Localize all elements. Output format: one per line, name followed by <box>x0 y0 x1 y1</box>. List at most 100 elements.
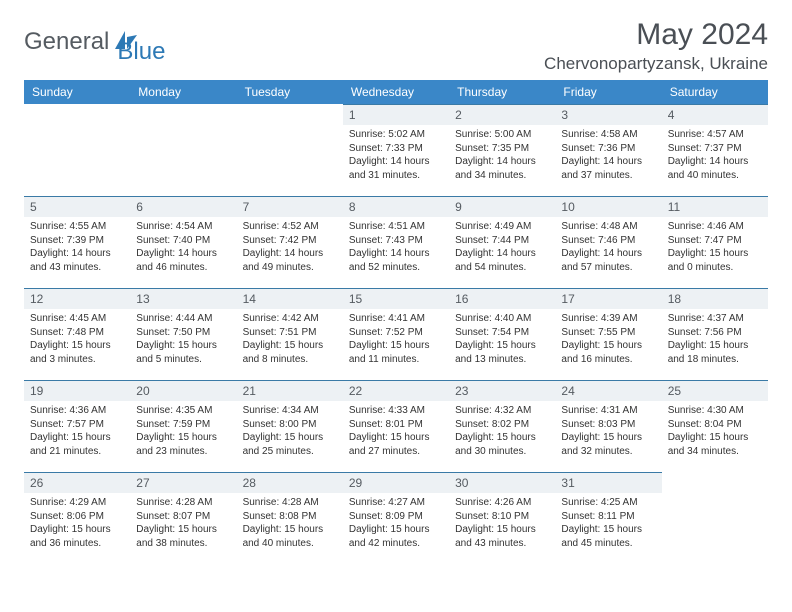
day-details: Sunrise: 4:49 AMSunset: 7:44 PMDaylight:… <box>449 217 555 278</box>
daylight-line: Daylight: 15 hours and 38 minutes. <box>136 523 230 550</box>
sunset-line: Sunset: 7:52 PM <box>349 326 443 340</box>
sunrise-line: Sunrise: 4:44 AM <box>136 312 230 326</box>
day-number: 3 <box>555 105 661 125</box>
calendar-day-cell: 13Sunrise: 4:44 AMSunset: 7:50 PMDayligh… <box>130 288 236 380</box>
day-details: Sunrise: 4:46 AMSunset: 7:47 PMDaylight:… <box>662 217 768 278</box>
sunrise-line: Sunrise: 4:29 AM <box>30 496 124 510</box>
calendar-day-cell: 17Sunrise: 4:39 AMSunset: 7:55 PMDayligh… <box>555 288 661 380</box>
sunset-line: Sunset: 7:57 PM <box>30 418 124 432</box>
day-details: Sunrise: 4:25 AMSunset: 8:11 PMDaylight:… <box>555 493 661 554</box>
daylight-line: Daylight: 15 hours and 13 minutes. <box>455 339 549 366</box>
sunrise-line: Sunrise: 4:48 AM <box>561 220 655 234</box>
day-details: Sunrise: 5:02 AMSunset: 7:33 PMDaylight:… <box>343 125 449 186</box>
day-number: 4 <box>662 105 768 125</box>
sunrise-line: Sunrise: 4:45 AM <box>30 312 124 326</box>
sunset-line: Sunset: 7:59 PM <box>136 418 230 432</box>
daylight-line: Daylight: 15 hours and 0 minutes. <box>668 247 762 274</box>
calendar-day-cell: 25Sunrise: 4:30 AMSunset: 8:04 PMDayligh… <box>662 380 768 472</box>
calendar-week-row: 19Sunrise: 4:36 AMSunset: 7:57 PMDayligh… <box>24 380 768 472</box>
calendar-empty-cell <box>130 104 236 196</box>
day-details: Sunrise: 4:44 AMSunset: 7:50 PMDaylight:… <box>130 309 236 370</box>
sunset-line: Sunset: 7:42 PM <box>243 234 337 248</box>
day-details: Sunrise: 4:55 AMSunset: 7:39 PMDaylight:… <box>24 217 130 278</box>
calendar-day-cell: 4Sunrise: 4:57 AMSunset: 7:37 PMDaylight… <box>662 104 768 196</box>
logo: General Blue <box>24 18 165 66</box>
sunset-line: Sunset: 7:35 PM <box>455 142 549 156</box>
day-details: Sunrise: 4:27 AMSunset: 8:09 PMDaylight:… <box>343 493 449 554</box>
day-number: 17 <box>555 289 661 309</box>
day-number: 19 <box>24 381 130 401</box>
calendar-day-cell: 24Sunrise: 4:31 AMSunset: 8:03 PMDayligh… <box>555 380 661 472</box>
daylight-line: Daylight: 15 hours and 3 minutes. <box>30 339 124 366</box>
daylight-line: Daylight: 15 hours and 11 minutes. <box>349 339 443 366</box>
day-details: Sunrise: 4:51 AMSunset: 7:43 PMDaylight:… <box>343 217 449 278</box>
calendar-week-row: 5Sunrise: 4:55 AMSunset: 7:39 PMDaylight… <box>24 196 768 288</box>
day-details: Sunrise: 4:36 AMSunset: 7:57 PMDaylight:… <box>24 401 130 462</box>
calendar-header-row: SundayMondayTuesdayWednesdayThursdayFrid… <box>24 80 768 104</box>
sunrise-line: Sunrise: 4:57 AM <box>668 128 762 142</box>
calendar-day-cell: 19Sunrise: 4:36 AMSunset: 7:57 PMDayligh… <box>24 380 130 472</box>
sunset-line: Sunset: 8:00 PM <box>243 418 337 432</box>
sunrise-line: Sunrise: 4:34 AM <box>243 404 337 418</box>
sunset-line: Sunset: 7:50 PM <box>136 326 230 340</box>
sunrise-line: Sunrise: 4:40 AM <box>455 312 549 326</box>
weekday-header: Monday <box>130 80 236 104</box>
day-number: 16 <box>449 289 555 309</box>
day-details: Sunrise: 4:37 AMSunset: 7:56 PMDaylight:… <box>662 309 768 370</box>
calendar-day-cell: 6Sunrise: 4:54 AMSunset: 7:40 PMDaylight… <box>130 196 236 288</box>
sunset-line: Sunset: 8:03 PM <box>561 418 655 432</box>
sunrise-line: Sunrise: 5:02 AM <box>349 128 443 142</box>
calendar-day-cell: 18Sunrise: 4:37 AMSunset: 7:56 PMDayligh… <box>662 288 768 380</box>
daylight-line: Daylight: 14 hours and 46 minutes. <box>136 247 230 274</box>
calendar-day-cell: 15Sunrise: 4:41 AMSunset: 7:52 PMDayligh… <box>343 288 449 380</box>
calendar-day-cell: 8Sunrise: 4:51 AMSunset: 7:43 PMDaylight… <box>343 196 449 288</box>
daylight-line: Daylight: 15 hours and 42 minutes. <box>349 523 443 550</box>
sunset-line: Sunset: 7:51 PM <box>243 326 337 340</box>
day-details: Sunrise: 4:39 AMSunset: 7:55 PMDaylight:… <box>555 309 661 370</box>
calendar-day-cell: 12 Sunrise: 4:45 AMSunset: 7:48 PMDayligh… <box>24 288 130 380</box>
day-number: 29 <box>343 473 449 493</box>
daylight-line: Daylight: 15 hours and 43 minutes. <box>455 523 549 550</box>
day-details: Sunrise: 4:28 AMSunset: 8:07 PMDaylight:… <box>130 493 236 554</box>
daylight-line: Daylight: 14 hours and 49 minutes. <box>243 247 337 274</box>
day-number: 15 <box>343 289 449 309</box>
day-details: Sunrise: 5:00 AMSunset: 7:35 PMDaylight:… <box>449 125 555 186</box>
weekday-header: Friday <box>555 80 661 104</box>
daylight-line: Daylight: 15 hours and 18 minutes. <box>668 339 762 366</box>
sunset-line: Sunset: 7:43 PM <box>349 234 443 248</box>
day-details: Sunrise: 4:28 AMSunset: 8:08 PMDaylight:… <box>237 493 343 554</box>
sunrise-line: Sunrise: 4:51 AM <box>349 220 443 234</box>
sunrise-line: Sunrise: 4:27 AM <box>349 496 443 510</box>
day-number: 12 <box>24 289 130 309</box>
sunset-line: Sunset: 7:33 PM <box>349 142 443 156</box>
day-details: Sunrise: 4:31 AMSunset: 8:03 PMDaylight:… <box>555 401 661 462</box>
sunrise-line: Sunrise: 4:37 AM <box>668 312 762 326</box>
sunset-line: Sunset: 7:47 PM <box>668 234 762 248</box>
day-number: 8 <box>343 197 449 217</box>
sunrise-line: Sunrise: 4:55 AM <box>30 220 124 234</box>
calendar-day-cell: 2Sunrise: 5:00 AMSunset: 7:35 PMDaylight… <box>449 104 555 196</box>
daylight-line: Daylight: 15 hours and 16 minutes. <box>561 339 655 366</box>
daylight-line: Daylight: 14 hours and 37 minutes. <box>561 155 655 182</box>
sunset-line: Sunset: 7:40 PM <box>136 234 230 248</box>
daylight-line: Daylight: 15 hours and 45 minutes. <box>561 523 655 550</box>
daylight-line: Daylight: 15 hours and 34 minutes. <box>668 431 762 458</box>
day-number: 9 <box>449 197 555 217</box>
sunset-line: Sunset: 7:46 PM <box>561 234 655 248</box>
day-number: 20 <box>130 381 236 401</box>
sunrise-line: Sunrise: 4:33 AM <box>349 404 443 418</box>
day-number: 1 <box>343 105 449 125</box>
day-details: Sunrise: 4:26 AMSunset: 8:10 PMDaylight:… <box>449 493 555 554</box>
calendar-day-cell: 22Sunrise: 4:33 AMSunset: 8:01 PMDayligh… <box>343 380 449 472</box>
daylight-line: Daylight: 15 hours and 36 minutes. <box>30 523 124 550</box>
daylight-line: Daylight: 14 hours and 40 minutes. <box>668 155 762 182</box>
day-details: Sunrise: 4:57 AMSunset: 7:37 PMDaylight:… <box>662 125 768 186</box>
calendar-table: SundayMondayTuesdayWednesdayThursdayFrid… <box>24 80 768 564</box>
calendar-day-cell: 9Sunrise: 4:49 AMSunset: 7:44 PMDaylight… <box>449 196 555 288</box>
calendar-day-cell: 20Sunrise: 4:35 AMSunset: 7:59 PMDayligh… <box>130 380 236 472</box>
calendar-week-row: 26Sunrise: 4:29 AMSunset: 8:06 PMDayligh… <box>24 472 768 564</box>
sunset-line: Sunset: 7:48 PM <box>30 326 124 340</box>
day-number: 18 <box>662 289 768 309</box>
calendar-day-cell: 7Sunrise: 4:52 AMSunset: 7:42 PMDaylight… <box>237 196 343 288</box>
calendar-day-cell: 29Sunrise: 4:27 AMSunset: 8:09 PMDayligh… <box>343 472 449 564</box>
